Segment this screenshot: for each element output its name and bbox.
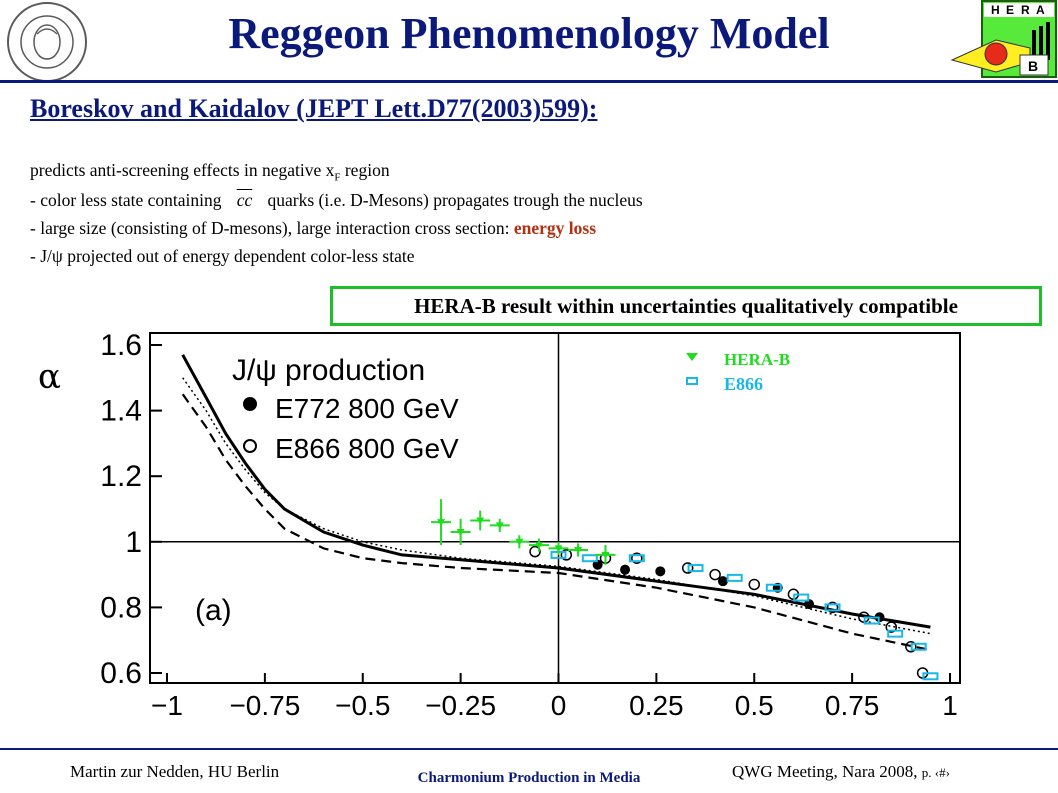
x-tick-label: 0.25 (629, 690, 684, 718)
herab-point (437, 519, 446, 527)
footer-divider (0, 748, 1058, 750)
e866-open-point (826, 601, 839, 614)
bullet-line-4: - J/ψ projected out of energy dependent … (30, 246, 415, 266)
e866-overlay-point (793, 593, 810, 602)
e866-overlay-point (581, 554, 598, 563)
legend-e866-label: E866 800 GeV (275, 433, 459, 464)
e866-overlay-point (765, 583, 782, 592)
line1-subscript: F (334, 171, 341, 184)
e866-overlay-point (910, 642, 927, 651)
herab-point (495, 522, 504, 530)
line3-prefix: - large size (consisting of D-mesons), l… (30, 218, 514, 238)
y-tick-label: 1.6 (100, 329, 142, 362)
model-curve-dashed (181, 393, 931, 652)
footer-meeting-text: QWG Meeting, Nara 2008, (732, 762, 918, 781)
e866-open-point (709, 568, 721, 581)
footer-page-number: p. ‹#› (921, 765, 950, 780)
line1-suffix: region (340, 160, 390, 180)
herab-logo: H E R A B (950, 0, 1057, 78)
bullet-line-2: - color less state containing cc quarks (i… (30, 190, 643, 211)
x-tick-label: −0.75 (229, 690, 300, 718)
legend-e772-marker (243, 397, 257, 411)
line2-prefix: - color less state containing (30, 190, 222, 210)
herab-point (601, 551, 610, 559)
e772-point (592, 559, 603, 570)
x-tick-label: −0.5 (335, 690, 390, 718)
herab-point (476, 517, 485, 525)
y-axis-label: α (38, 357, 61, 397)
herab-point (456, 528, 465, 536)
legend-title: J/ψ production (232, 354, 425, 387)
e866-open-point (631, 552, 643, 564)
e866-open-point (748, 578, 760, 591)
model-curve-solid (181, 354, 931, 629)
slide-subtitle: Boreskov and Kaidalov (JEPT Lett.D77(200… (30, 94, 598, 123)
herab-point (534, 542, 543, 550)
e866-overlay-point (922, 672, 939, 681)
e866-overlay-point (863, 616, 880, 625)
x-tick-label: 0.75 (825, 690, 880, 718)
alpha-vs-xf-chart: 0.6 0.8 1 1.2 1.4 1.6 −1 −0.75 −0.5 −0.25 0 0.25 0.5… (38, 329, 961, 718)
x-tick-label: 1 (942, 690, 958, 718)
legend-e866-marker (243, 439, 257, 453)
e866-overlay-point (687, 564, 704, 573)
herab-point (574, 547, 583, 554)
result-callout-box: HERA-B result within uncertainties quali… (330, 286, 1042, 326)
e866-open-point (560, 549, 573, 561)
footer-meeting: QWG Meeting, Nara 2008, p. ‹#› (732, 762, 950, 782)
e772-point (620, 564, 631, 575)
y-tick-label: 1.4 (100, 395, 142, 428)
y-tick-label: 0.6 (100, 657, 142, 690)
footer-topic: Charmonium Production in Media (417, 770, 641, 786)
herab-letter-b: B (1028, 58, 1038, 74)
herab-point (554, 545, 563, 553)
e772-point (655, 566, 666, 577)
x-tick-label: 0.5 (735, 690, 774, 718)
herab-point (515, 538, 524, 546)
legend-herab-label: HERA-B (724, 350, 790, 369)
x-tick-label: −0.25 (425, 690, 496, 718)
x-tick-label: −1 (151, 690, 183, 718)
e866-open-point (905, 641, 917, 653)
e866-open-point (885, 621, 898, 633)
herab-letter-e: E (1006, 3, 1014, 17)
y-tick-label: 1.2 (100, 460, 142, 493)
cc-bar-symbol: cc (221, 190, 267, 211)
line1-prefix: predicts anti-screening effects in negat… (30, 160, 335, 180)
footer-author: Martin zur Nedden, HU Berlin (70, 762, 280, 781)
legend-herab-marker (686, 353, 698, 361)
title-divider (0, 80, 1058, 83)
y-tick-label: 0.8 (100, 591, 142, 624)
legend-e866-overlay-marker (686, 377, 698, 385)
herab-letter-a: A (1036, 3, 1045, 17)
bullet-line-1: predicts anti-screening effects in negat… (30, 160, 390, 184)
e866-overlay-point (824, 603, 841, 612)
e772-point (717, 576, 728, 587)
legend-e866-overlay-label: E866 (724, 374, 763, 394)
e866-open-point (681, 562, 694, 574)
y-tick-label: 1 (125, 526, 142, 559)
energy-loss-highlight: energy loss (513, 218, 597, 238)
cc-text: cc (236, 190, 253, 210)
e772-point (804, 599, 815, 610)
slide-title: Reggeon Phenomenology Model (228, 9, 830, 58)
legend-e772-label: E772 800 GeV (275, 393, 459, 424)
panel-label: (a) (195, 594, 232, 627)
e866-overlay-point (628, 554, 645, 563)
e866-open-point (529, 545, 541, 558)
line2-suffix: quarks (i.e. D-Mesons) propagates trough… (267, 190, 643, 210)
bullet-line-3: - large size (consisting of D-mesons), l… (30, 218, 596, 239)
herab-letter-r: R (1021, 3, 1030, 17)
herab-letter-h: H (991, 3, 1000, 17)
x-tick-label: 0 (551, 690, 567, 718)
e866-overlay-point (726, 573, 743, 582)
e866-overlay-point (887, 629, 904, 638)
